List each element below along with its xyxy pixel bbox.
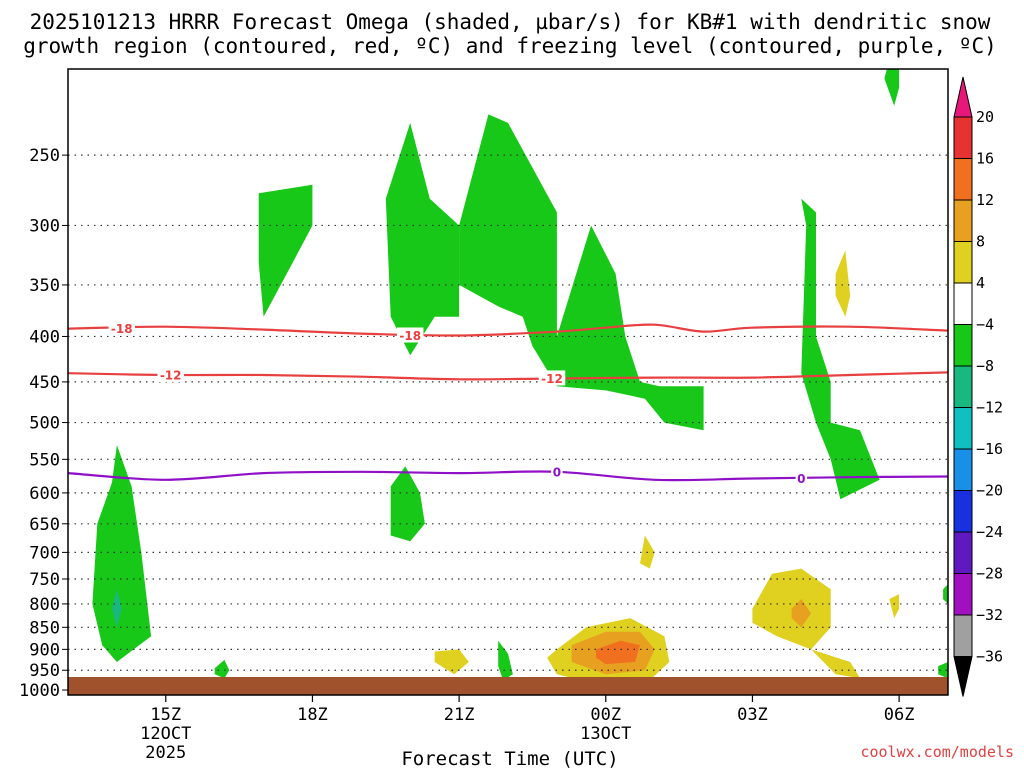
colorbar-band-7 (953, 407, 973, 450)
colorbar-band-10 (953, 531, 973, 574)
y-tick-label-750: 750 (29, 570, 60, 590)
chart-title: 2025101213 HRRR Forecast Omega (shaded, … (23, 10, 997, 58)
contour-label-dendritic-minus18-1: -18 (399, 329, 421, 343)
contour-label-dendritic-minus18-0: -18 (111, 322, 133, 336)
x-axis-title: Forecast Time (UTC) (401, 748, 618, 768)
omega-orange-1 (596, 640, 640, 665)
x-tick-label-21Z: 21Z (444, 705, 475, 725)
pressure-axis: 2503003504004505005506006507007508008509… (19, 146, 68, 701)
y-tick-label-800: 800 (29, 595, 60, 615)
y-tick-label-350: 350 (29, 276, 60, 296)
y-tick-label-1000: 1000 (19, 681, 60, 701)
colorbar-label-5: −4 (976, 316, 994, 334)
contour-label-bg-0 (108, 320, 136, 336)
terrain-surface (68, 677, 948, 695)
colorbar-label-10: −24 (976, 523, 1003, 541)
y-tick-label-900: 900 (29, 640, 60, 660)
colorbar-band-2 (953, 199, 973, 242)
colorbar-label-8: −16 (976, 440, 1003, 458)
colorbar-label-9: −20 (976, 482, 1003, 500)
colorbar-band-3 (953, 241, 973, 284)
omega-shaded-regions (92, 69, 948, 687)
colorbar-band-4 (953, 282, 973, 325)
omega-green-6 (390, 466, 425, 542)
omega-green-8 (801, 198, 880, 500)
x-tick-label-00Z: 00Z (590, 705, 621, 725)
contour-label-bg-4 (551, 463, 563, 479)
colorbar-bottom-arrow (953, 656, 973, 697)
omega-colorbar: 20 16 12 8 4 −4 −8 −12 −16 −20 −24 −28 −32 −36 (953, 76, 1003, 697)
omega-teal-1 (112, 589, 122, 628)
colorbar-band-11 (953, 573, 973, 616)
dendritic-minus18 (68, 323, 948, 337)
y-tick-label-550: 550 (29, 450, 60, 470)
colorbar-band-6 (953, 365, 973, 408)
omega-green-3 (258, 184, 313, 317)
y-tick-label-850: 850 (29, 618, 60, 638)
title-line-1: 2025101213 HRRR Forecast Omega (shaded, … (30, 10, 991, 34)
colorbar-label-6: −8 (976, 357, 994, 375)
colorbar-band-5 (953, 324, 973, 367)
x-tick-sublabel-12OCT: 12OCT (140, 724, 191, 744)
colorbar-band-1 (953, 158, 973, 201)
contour-label-bg-5 (795, 470, 808, 486)
contour-label-dendritic-minus12-2: -12 (160, 368, 182, 382)
colorbar-label-4: 4 (976, 274, 985, 292)
colorbar-label-0: 20 (976, 108, 994, 126)
y-tick-label-250: 250 (29, 146, 60, 166)
y-tick-label-500: 500 (29, 414, 60, 434)
colorbar-band-8 (953, 448, 973, 491)
x-tick-label-15Z: 15Z (150, 705, 181, 725)
colorbar-band-9 (953, 490, 973, 533)
omega-green-11 (938, 662, 948, 679)
y-tick-label-400: 400 (29, 327, 60, 347)
contour-label-bg-3 (538, 370, 566, 386)
x-tick-label-18Z: 18Z (297, 705, 328, 725)
y-tick-label-450: 450 (29, 373, 60, 393)
freezing-level-0 (68, 470, 948, 482)
colorbar-band-12 (953, 614, 973, 657)
x-tick-label-03Z: 03Z (737, 705, 768, 725)
contour-label-bg-1 (396, 327, 424, 343)
omega-yellow-4 (752, 568, 860, 679)
contour-label-bg-2 (157, 366, 184, 382)
colorbar-top-arrow (953, 76, 973, 118)
y-tick-label-950: 950 (29, 661, 60, 681)
colorbar-band-0 (953, 116, 973, 159)
dendritic-minus12 (68, 371, 948, 381)
colorbar-label-3: 8 (976, 233, 985, 251)
source-credit: coolwx.com/models (860, 743, 1014, 761)
colorbar-label-12: −32 (976, 606, 1003, 624)
x-tick-sublabel-13OCT: 13OCT (580, 724, 631, 744)
omega-green-7 (498, 640, 513, 681)
y-tick-label-650: 650 (29, 515, 60, 535)
y-tick-label-700: 700 (29, 543, 60, 563)
y-tick-label-300: 300 (29, 216, 60, 236)
omega-orange-light-2 (791, 599, 812, 628)
colorbar-label-1: 16 (976, 150, 994, 168)
omega-green-10 (943, 584, 948, 604)
contour-label-freezing-level-0-4: 0 (553, 465, 561, 479)
contour-label-dendritic-minus12-3: -12 (541, 372, 563, 386)
omega-green-5 (459, 114, 704, 431)
omega-green-4 (385, 122, 460, 356)
colorbar-label-11: −28 (976, 565, 1003, 583)
y-tick-label-600: 600 (29, 484, 60, 504)
omega-green-2 (214, 659, 230, 679)
omega-yellow-5 (835, 250, 851, 317)
contour-label-freezing-level-0-5: 0 (797, 472, 805, 486)
omega-green-1 (92, 445, 152, 662)
omega-green-9 (884, 69, 900, 106)
title-line-2: growth region (contoured, red, ºC) and f… (23, 34, 997, 58)
omega-yellow-1 (434, 649, 469, 675)
colorbar-label-7: −12 (976, 399, 1003, 417)
colorbar-label-13: −36 (976, 648, 1003, 666)
colorbar-label-2: 12 (976, 191, 994, 209)
contour-labels: -18 -18 -12 -12 0 0 (108, 320, 808, 486)
x-tick-label-06Z: 06Z (884, 705, 915, 725)
x-tick-sublabel-2025: 2025 (145, 743, 186, 763)
omega-yellow-6 (889, 594, 900, 619)
